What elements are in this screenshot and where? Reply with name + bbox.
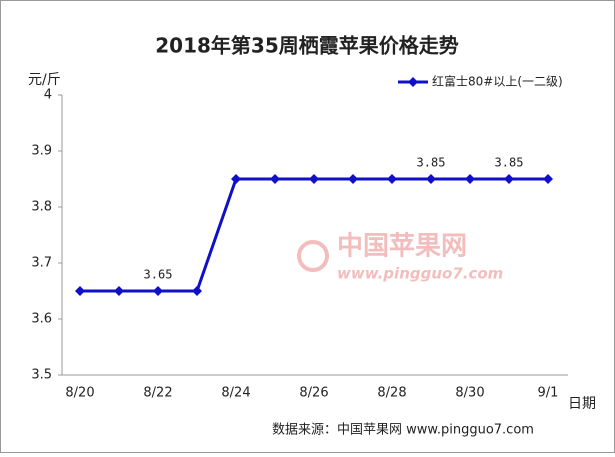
chart-title: 2018年第35周栖霞苹果价格走势 [155, 34, 459, 58]
x-tick-label: 8/20 [65, 386, 94, 401]
legend-marker [408, 77, 418, 87]
point [270, 174, 280, 184]
point [231, 174, 241, 184]
data-label: 3.65 [144, 268, 173, 282]
point [192, 286, 202, 296]
point [114, 286, 124, 296]
data-label: 3.85 [417, 156, 446, 170]
y-tick-label: 4 [44, 88, 52, 103]
watermark-name: 中国苹果网 [337, 232, 467, 262]
x-tick-label: 8/22 [143, 386, 172, 401]
y-tick-label: 3.6 [31, 312, 52, 327]
x-tick-label: 8/24 [221, 386, 250, 401]
watermark-url: www.pingguo7.com [337, 265, 503, 283]
point [75, 286, 85, 296]
point [543, 174, 553, 184]
point [426, 174, 436, 184]
y-tick-label: 3.7 [31, 256, 52, 271]
x-tick-label: 8/30 [455, 386, 484, 401]
y-tick-label: 3.9 [31, 144, 52, 159]
point [309, 174, 319, 184]
point [153, 286, 163, 296]
point [504, 174, 514, 184]
source: 数据来源：中国苹果网 www.pingguo7.com [272, 423, 534, 438]
point [348, 174, 358, 184]
y-tick-label: 3.8 [31, 200, 52, 215]
data-label: 3.85 [495, 156, 524, 170]
x-tick-label: 8/28 [377, 386, 406, 401]
x-tick-label: 9/1 [538, 386, 559, 401]
x-tick-label: 8/26 [299, 386, 328, 401]
x-axis-label: 日期 [568, 396, 596, 412]
legend-label: 红富士80#以上(一二级) [432, 74, 563, 89]
y-tick-label: 3.5 [31, 368, 52, 383]
watermark-logo [297, 240, 329, 272]
point [465, 174, 475, 184]
y-axis-label: 元/斤 [28, 72, 61, 88]
watermark: 中国苹果网 www.pingguo7.com [297, 232, 503, 283]
point [387, 174, 397, 184]
